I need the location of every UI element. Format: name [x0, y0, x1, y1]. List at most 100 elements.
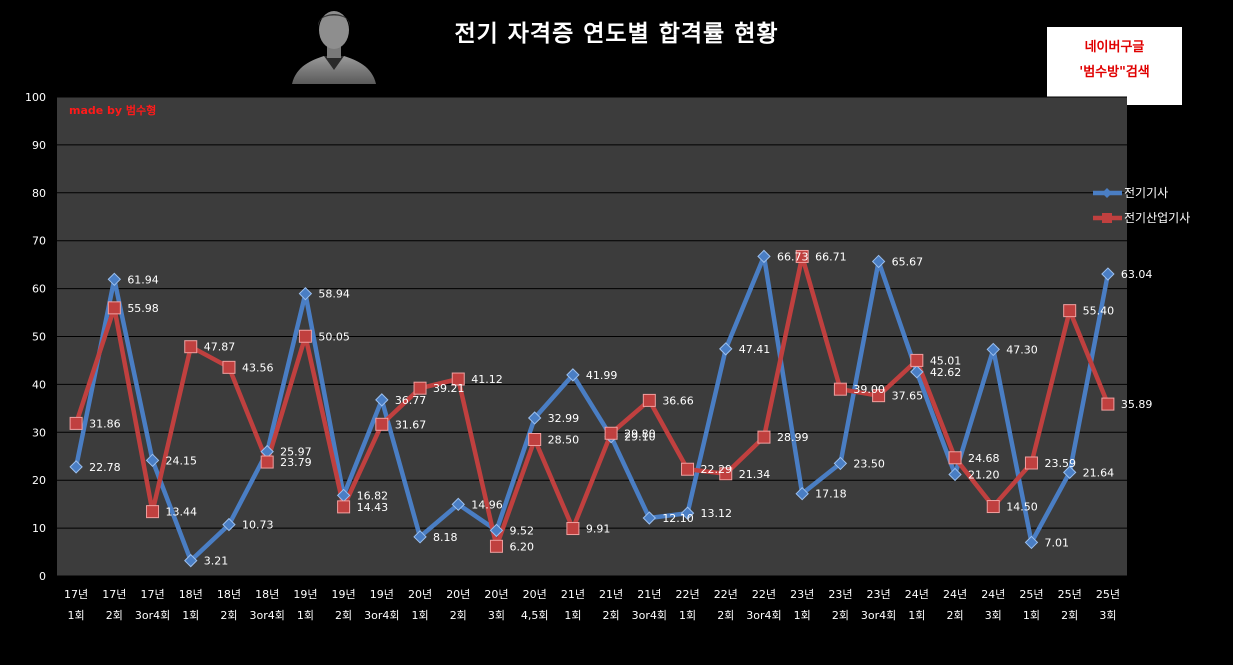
x-tick-label-round: 3회	[488, 609, 505, 622]
data-label: 36.66	[662, 394, 694, 407]
x-tick-label-round: 2회	[106, 609, 123, 622]
data-point	[69, 460, 83, 474]
data-label: 32.99	[548, 412, 580, 425]
data-point	[146, 505, 160, 519]
x-tick-label-year: 20년	[408, 588, 432, 601]
x-tick-label-round: 3or4회	[364, 609, 399, 622]
data-label: 6.20	[509, 540, 534, 553]
data-label: 47.30	[1006, 343, 1038, 356]
data-point	[833, 456, 848, 471]
data-point	[1024, 456, 1038, 470]
data-label: 47.87	[204, 341, 236, 354]
data-label: 14.50	[1006, 501, 1038, 514]
x-tick-label-round: 3회	[1099, 609, 1116, 622]
data-point	[986, 342, 1000, 357]
x-tick-label-round: 1회	[679, 609, 696, 622]
data-point	[948, 467, 962, 482]
x-tick-label-year: 21년	[637, 588, 661, 601]
data-point	[680, 506, 695, 520]
x-tick-label-year: 23년	[867, 588, 891, 601]
x-tick-label-year: 21년	[561, 588, 585, 601]
badge-line-1: 네이버구글	[1084, 40, 1145, 55]
x-tick-label-round: 3or4회	[632, 609, 667, 622]
data-point	[1063, 304, 1077, 318]
legend-label: 전기기사	[1124, 186, 1168, 200]
x-tick-label-year: 24년	[905, 588, 929, 601]
data-label: 35.89	[1121, 398, 1153, 411]
x-tick-label-round: 1회	[1023, 609, 1040, 622]
data-label: 41.12	[471, 373, 503, 386]
data-point	[872, 389, 886, 403]
search-badge: 네이버구글 '범수방"검색	[1047, 27, 1182, 105]
data-label: 39.00	[853, 383, 885, 396]
data-label: 22.78	[89, 461, 121, 474]
data-point	[719, 342, 733, 356]
data-label: 14.96	[471, 498, 503, 511]
data-point	[604, 426, 618, 440]
data-point	[948, 451, 962, 465]
data-label: 63.04	[1121, 268, 1153, 281]
data-point	[910, 353, 924, 367]
data-point	[1024, 535, 1039, 550]
x-tick-label-round: 2회	[717, 609, 734, 622]
x-tick-label-year: 24년	[943, 588, 967, 601]
series-group	[69, 249, 1115, 568]
data-label: 22.29	[701, 463, 733, 476]
person-avatar-icon	[292, 11, 376, 84]
data-label: 37.65	[892, 390, 924, 403]
data-point	[375, 393, 389, 407]
data-label: 13.12	[701, 507, 733, 520]
data-point	[1101, 397, 1115, 411]
x-tick-label-year: 18년	[179, 588, 203, 601]
x-tick-label-year: 17년	[102, 588, 126, 601]
data-point	[222, 517, 236, 532]
x-tick-label-round: 4,5회	[521, 609, 549, 622]
y-tick-label: 80	[32, 187, 46, 200]
data-point	[795, 249, 809, 263]
x-tick-label-round: 1회	[182, 609, 199, 622]
y-tick-label: 0	[39, 570, 46, 583]
y-tick-label: 60	[32, 283, 46, 296]
data-point	[69, 416, 83, 430]
data-label: 61.94	[127, 273, 159, 286]
data-label: 55.98	[127, 302, 159, 315]
data-label: 31.67	[395, 418, 427, 431]
y-tick-label: 40	[32, 378, 46, 391]
data-label: 24.15	[166, 454, 198, 467]
x-tick-label-round: 1회	[411, 609, 428, 622]
x-tick-label-round: 2회	[946, 609, 963, 622]
data-point	[413, 530, 427, 544]
x-tick-label-year: 22년	[714, 588, 738, 601]
x-tick-label-round: 1회	[794, 609, 811, 622]
data-label: 43.56	[242, 361, 274, 374]
data-label: 23.59	[1044, 457, 1076, 470]
watermark-text: made by 범수형	[69, 103, 156, 117]
series-line-1	[73, 254, 1110, 549]
x-axis: 17년 1회 17년 2회 17년 3or4회 18년 1회 18년 2회 18년 3or4회 19년 1…	[64, 588, 1120, 622]
data-label: 42.62	[930, 366, 962, 379]
x-tick-label-round: 1회	[908, 609, 925, 622]
data-point	[451, 497, 465, 512]
x-tick-label-round: 1회	[564, 609, 581, 622]
data-label: 17.18	[815, 488, 847, 501]
data-label: 21.20	[968, 468, 1000, 481]
data-point	[986, 500, 1000, 514]
legend-marker	[1102, 188, 1112, 198]
data-point	[413, 381, 427, 395]
data-label: 55.40	[1083, 305, 1115, 318]
data-label: 13.44	[166, 506, 198, 519]
data-point	[145, 453, 160, 468]
data-point	[757, 430, 771, 444]
data-label: 25.97	[280, 446, 312, 459]
data-point	[681, 462, 695, 476]
data-point	[489, 539, 503, 553]
data-point	[719, 467, 733, 481]
data-point	[527, 411, 542, 425]
x-tick-label-year: 19년	[370, 588, 394, 601]
x-tick-label-year: 22년	[752, 588, 776, 601]
data-point	[375, 417, 389, 431]
x-tick-label-year: 19년	[332, 588, 356, 601]
data-point	[871, 254, 886, 269]
